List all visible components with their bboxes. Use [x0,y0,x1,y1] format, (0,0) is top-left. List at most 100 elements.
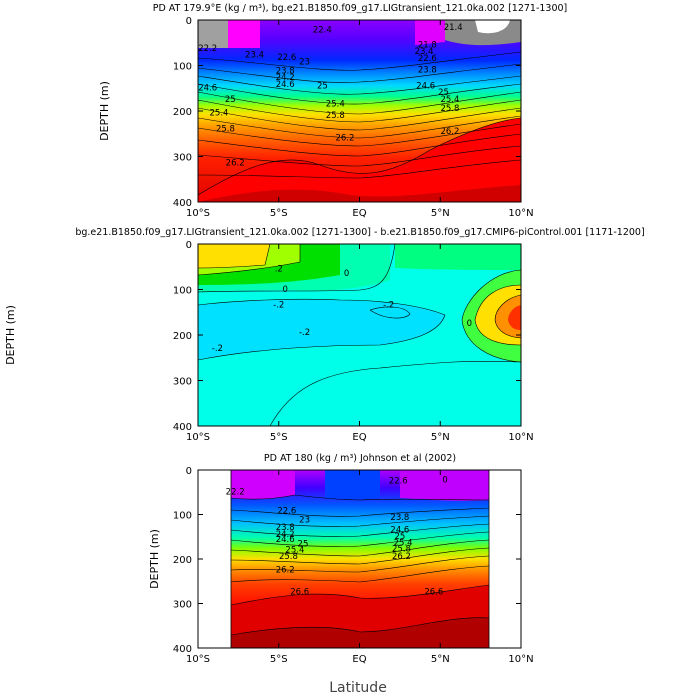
contour-label: -.2 [212,344,223,354]
panel-2-upper-yellow [198,244,270,268]
panel-1-ylabel: DEPTH (m) [98,81,111,141]
contour-line [198,115,521,139]
x-tick-label: 5°S [270,654,288,665]
contour-line [198,75,521,95]
contour-label: 26.2 [226,159,245,169]
x-tick-label: 10°S [186,208,210,219]
contour-line [198,117,521,196]
contour-line [198,51,521,71]
contour-line [269,360,521,426]
panel-3-xticks: 10°S 5°S EQ 5°N 10°N [186,470,534,665]
contour-line [231,555,489,573]
contour-label: 26.6 [290,588,309,598]
contour-label: 26.2 [440,127,459,137]
y-tick-label: 300 [173,153,192,164]
x-tick-label: EQ [352,432,366,443]
contour-label: 24.6 [198,84,217,94]
contour-line [198,244,301,276]
contour-label: -.2 [299,328,310,338]
contour-label: 0 [442,475,447,485]
x-tick-label: 5°S [270,208,288,219]
contour-line [369,306,411,319]
panel-1-surface-gray-left [198,20,228,48]
contour-label: 23.4 [245,50,264,60]
contour-label: 24.6 [276,80,295,90]
contour-label: 0 [467,319,472,329]
x-tick-label: EQ [352,208,366,219]
y-tick-label: 100 [173,62,192,73]
contour-line [231,523,489,537]
contour-line [198,133,521,157]
panel-1-xticks: 10°S 5°S EQ 5°N 10°N [186,20,534,219]
contour-label: 26.2 [335,134,354,144]
contour-label: 25.8 [326,111,345,121]
contour-label: 22.4 [313,26,332,36]
contour-label: 25.4 [326,99,345,109]
contour-line [474,284,521,346]
y-tick-label: 400 [173,422,192,433]
contour-label: 26.2 [276,565,295,575]
contour-label: 24.6 [390,525,409,535]
panel-1-field [198,20,521,202]
panel-2: bg.e21.B1850.f09_g17.LIGtransient_121.0k… [4,227,645,443]
contour-line [198,63,521,83]
x-tick-label: 10°S [186,432,210,443]
contour-line [461,269,521,363]
panel-1-surface-magenta-right [415,20,445,45]
x-tick-label: 10°N [508,208,533,219]
contour-label: 25 [394,532,405,542]
contour-line [198,145,521,167]
contour-line [198,123,521,147]
contour-label: 23.8 [418,65,437,75]
contour-line [231,494,489,501]
panel-2-xticks: 10°S 5°S EQ 5°N 10°N [186,244,534,443]
panel-3-surface-magenta-right [400,470,489,501]
x-tick-label: 5°S [270,432,288,443]
contour-label: 23 [299,58,310,68]
contour-label: 23.4 [415,47,434,57]
panel-1-surface-magenta-left [228,20,260,48]
y-tick-label: 200 [173,555,192,566]
panel-3-ylabel: DEPTH (m) [148,529,161,589]
contour-line [231,531,489,547]
y-tick-label: 0 [186,466,192,477]
contour-label: 22.6 [418,54,437,64]
contour-label: -.2 [273,301,284,311]
contour-label: 24.2 [276,73,295,83]
panel-1-yticks: 0 100 200 300 400 [173,16,521,209]
contour-label: 25.8 [216,124,235,134]
contour-line [198,83,521,105]
contour-label: 25 [438,88,449,98]
panel-3: PD AT 180 (kg / m³) Johnson et al (2002)… [148,453,534,665]
contour-label: 22.6 [277,53,296,63]
panel-2-right-red [508,305,521,330]
contour-label: 25.4 [440,95,459,105]
panel-1-deep-layer [198,118,521,202]
x-tick-label: 5°N [431,654,450,665]
y-tick-label: 300 [173,377,192,388]
y-tick-label: 0 [186,240,192,251]
x-tick-label: EQ [352,654,366,665]
panel-2-topright-green [395,244,521,270]
contour-line [198,244,396,293]
x-tick-label: 10°N [508,432,533,443]
contour-label: 26.6 [424,588,443,598]
contour-line [231,584,489,606]
contour-line [198,159,521,179]
contour-label: 25.4 [210,109,229,119]
panel-1-contours [198,51,521,196]
contour-label: -.2 [383,301,394,311]
contour-line [231,539,489,557]
contour-label: 25.4 [285,545,304,555]
contour-label: 26.2 [392,552,411,562]
panel-3-deepest-layer [231,617,489,648]
contour-label: 23.8 [276,523,295,533]
y-tick-label: 300 [173,600,192,611]
contour-label: 0 [282,285,287,295]
contour-label: 0 [344,269,349,279]
contour-label: 23.8 [276,67,295,77]
contour-line [231,515,489,527]
contour-label: 23 [299,516,310,526]
